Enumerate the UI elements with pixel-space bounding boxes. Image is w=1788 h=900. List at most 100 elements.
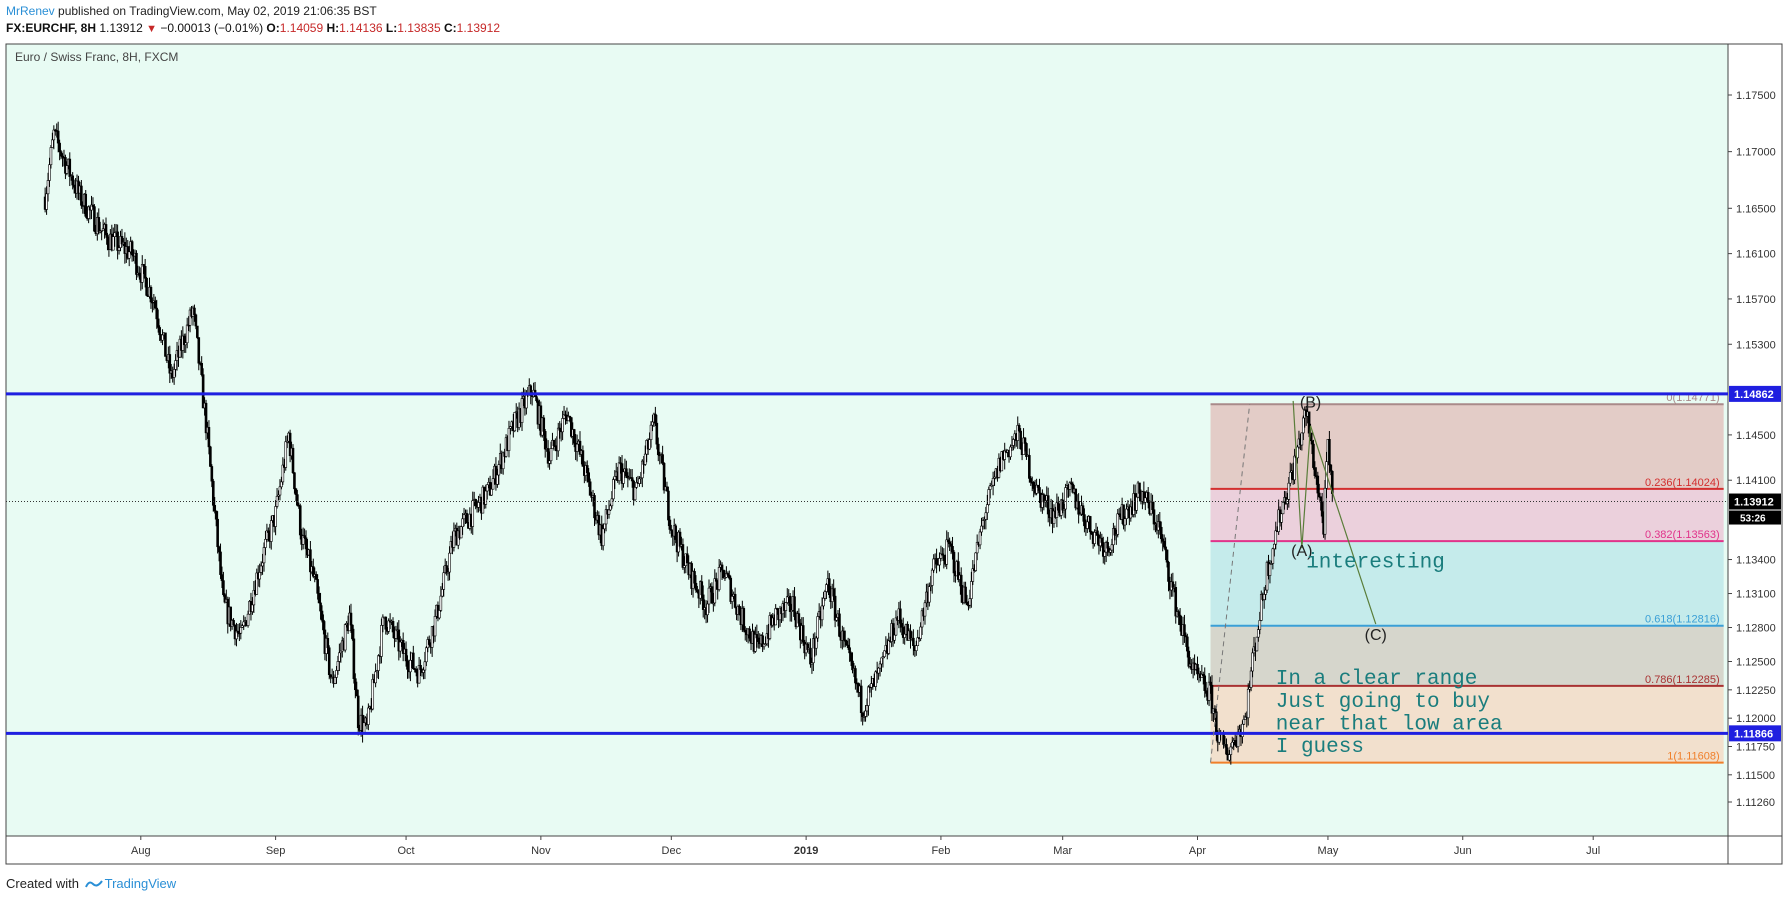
candle-body — [1242, 719, 1246, 725]
candle-body — [371, 679, 375, 710]
candle-body — [978, 531, 982, 546]
candle-body — [1328, 439, 1331, 466]
candle-body — [1288, 471, 1292, 484]
y-tick-label: 1.13400 — [1736, 555, 1776, 567]
candle-body — [865, 705, 869, 712]
symbol-ohlc-line: FX:EURCHF, 8H 1.13912 ▼ −0.00013 (−0.01%… — [6, 21, 500, 37]
candle-body — [670, 529, 673, 531]
candle-body — [484, 490, 488, 505]
candle-body — [216, 518, 219, 548]
candle-body — [825, 584, 828, 592]
x-tick-label: Jul — [1586, 845, 1600, 857]
candle-body — [556, 427, 560, 452]
candle-body — [987, 489, 991, 505]
price-change: −0.00013 (−0.01%) — [160, 21, 264, 35]
candle-body — [377, 655, 380, 671]
candle-body — [733, 593, 737, 608]
wave-label: (B) — [1300, 395, 1321, 412]
candle-body — [1113, 528, 1117, 536]
candle-body — [700, 581, 704, 596]
candle-body — [59, 151, 63, 157]
candle-body — [343, 624, 347, 651]
candle-body — [655, 422, 659, 445]
y-tick-label: 1.15700 — [1736, 294, 1776, 306]
candle-body — [80, 185, 83, 206]
chart-note: I guess — [1276, 736, 1364, 759]
author-link[interactable]: MrRenev — [6, 4, 55, 18]
candle-body — [316, 579, 319, 594]
candle-body — [1138, 482, 1141, 494]
candle-body — [326, 638, 330, 649]
candle-body — [374, 671, 377, 684]
candle-body — [1081, 505, 1085, 515]
candle-body — [603, 523, 606, 530]
candle-body — [710, 586, 714, 604]
candle-body — [113, 232, 117, 237]
candle-body — [404, 648, 408, 662]
high-label: H: — [326, 21, 340, 35]
candle-body — [1257, 629, 1260, 638]
candle-body — [258, 572, 261, 580]
candle-body — [656, 443, 660, 456]
candle-body — [638, 478, 641, 484]
candle-body — [419, 665, 422, 670]
candle-body — [391, 621, 395, 633]
candle-body — [859, 685, 863, 714]
candle-body — [707, 587, 711, 605]
candle-body — [1281, 501, 1285, 515]
candle-body — [1003, 450, 1007, 460]
candle-body — [68, 158, 72, 177]
candle-body — [1259, 594, 1263, 621]
low-value: 1.13835 — [397, 21, 441, 35]
candle-body — [425, 647, 428, 663]
candle-body — [207, 427, 211, 448]
candle-body — [706, 603, 709, 616]
candle-body — [384, 616, 388, 630]
candle-body — [1016, 425, 1020, 441]
candle-body — [1029, 478, 1033, 483]
candle-body — [398, 641, 402, 652]
candle-body — [333, 677, 337, 684]
candle-body — [609, 505, 612, 511]
candle-body — [797, 613, 801, 624]
candle-body — [296, 494, 299, 506]
countdown-label: 53:26 — [1740, 514, 1766, 525]
candle-body — [742, 608, 746, 631]
candle-body — [117, 247, 121, 251]
candle-body — [835, 617, 838, 621]
candle-body — [1209, 681, 1212, 686]
candle-body — [1028, 455, 1031, 479]
chart-note: near that low area — [1276, 713, 1503, 736]
candle-body — [974, 552, 978, 571]
candle-body — [635, 482, 638, 488]
range-price-label: 1.14862 — [1734, 389, 1774, 401]
candle-body — [585, 465, 589, 473]
candle-body — [1287, 482, 1291, 500]
candle-body — [427, 639, 431, 645]
candle-body — [381, 616, 385, 626]
candles — [43, 121, 1334, 765]
y-tick-label: 1.15300 — [1736, 339, 1776, 351]
y-tick-label: 1.16100 — [1736, 249, 1776, 261]
candle-body — [298, 505, 302, 536]
candle-body — [1159, 526, 1163, 540]
candle-body — [320, 610, 324, 621]
candle-body — [196, 325, 199, 338]
candle-body — [543, 431, 547, 450]
candle-body — [1293, 455, 1296, 481]
candle-body — [1210, 684, 1214, 714]
candle-body — [959, 574, 963, 595]
candle-body — [507, 427, 511, 451]
candle-body — [668, 519, 672, 530]
candle-body — [801, 625, 805, 643]
candle-body — [1271, 548, 1275, 564]
candle-body — [301, 535, 305, 545]
candle-body — [1083, 514, 1086, 527]
candle-body — [923, 602, 927, 617]
tradingview-link[interactable]: TradingView — [104, 876, 177, 891]
candle-body — [903, 633, 906, 638]
candle-body — [48, 164, 51, 181]
candle-body — [149, 286, 153, 303]
y-tick-label: 1.13100 — [1736, 589, 1776, 601]
